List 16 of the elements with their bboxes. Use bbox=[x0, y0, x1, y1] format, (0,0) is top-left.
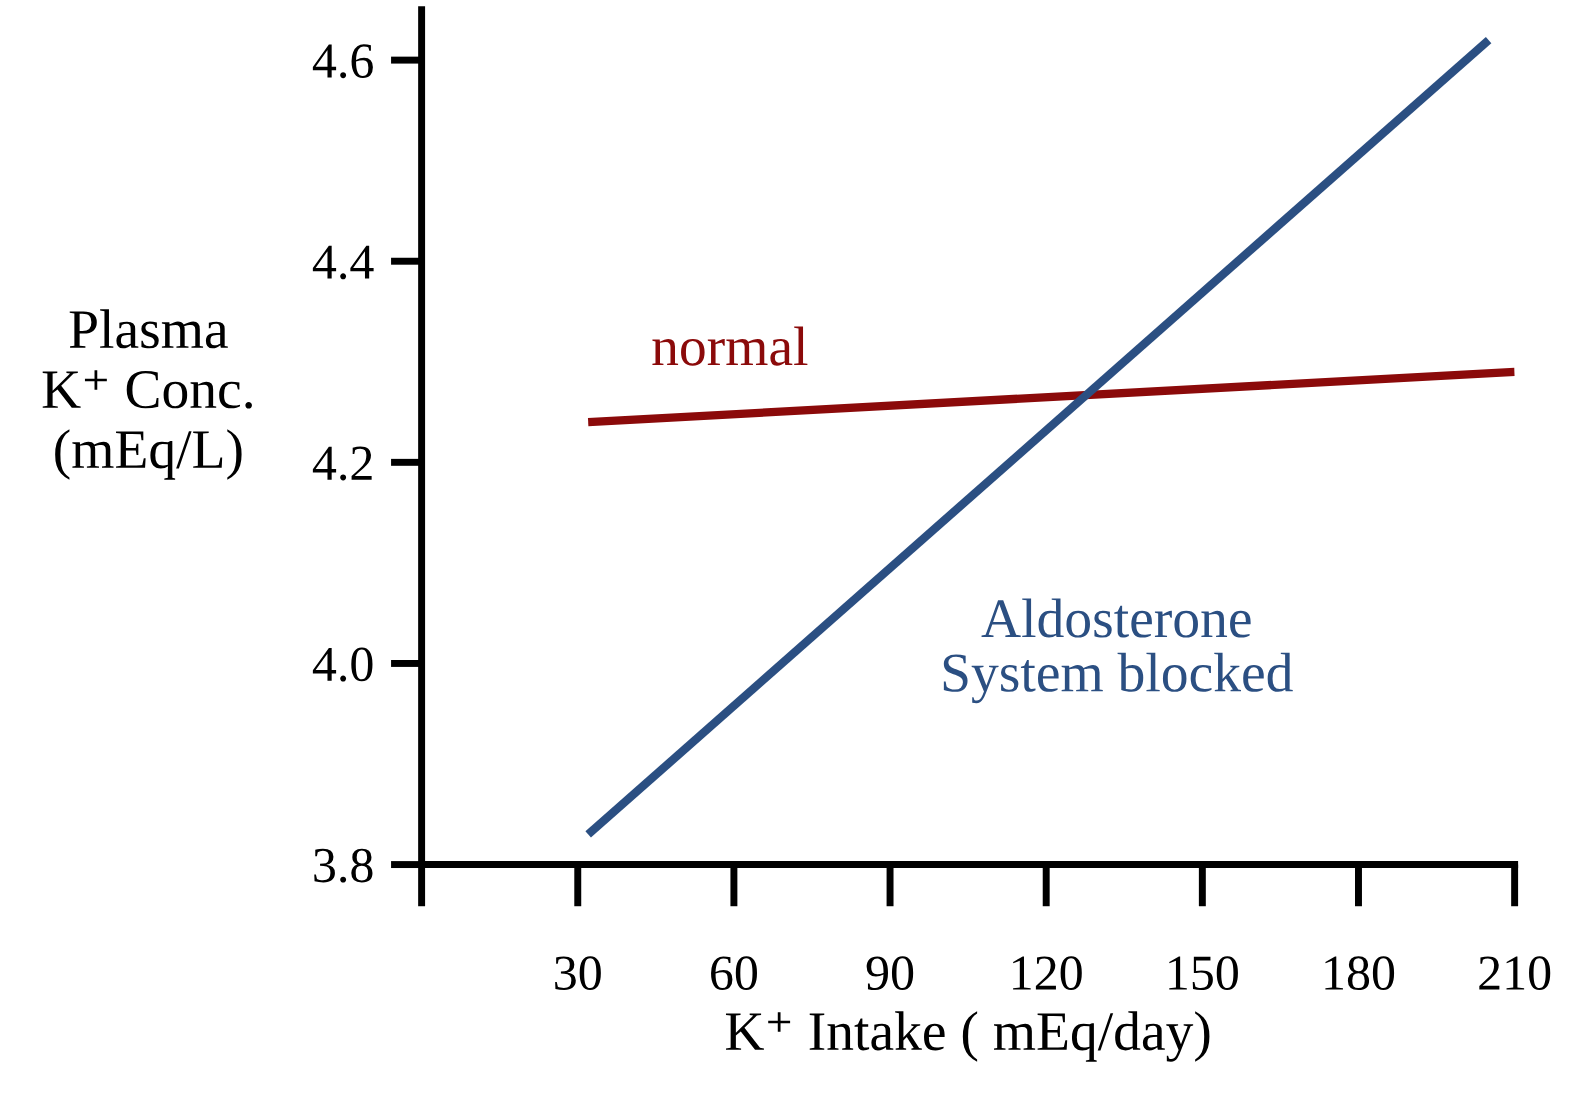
x-tick-label: 120 bbox=[1013, 956, 1082, 991]
y-tick-label: 4.0 bbox=[312, 647, 373, 682]
x-tick-label: 210 bbox=[1479, 956, 1551, 991]
x-tick-label: 60 bbox=[711, 956, 757, 991]
series-label: Aldosterone System blocked bbox=[943, 598, 1293, 704]
x-tick-label: 150 bbox=[1169, 956, 1238, 991]
x-axis-title: K⁺ Intake ( mEq/day) bbox=[725, 1011, 1210, 1062]
x-tick-label: 30 bbox=[555, 956, 601, 991]
x-tick-label: 180 bbox=[1325, 956, 1395, 991]
y-axis-title: Plasma K⁺ Conc. (mEq/L) bbox=[42, 309, 252, 480]
y-tick-label: 4.2 bbox=[312, 446, 372, 481]
series-label: normal bbox=[652, 326, 808, 366]
x-tick-label: 90 bbox=[866, 956, 914, 991]
y-tick-label: 4.6 bbox=[312, 44, 373, 79]
y-tick-label: 4.4 bbox=[312, 245, 374, 280]
y-tick-label: 3.8 bbox=[314, 848, 373, 883]
